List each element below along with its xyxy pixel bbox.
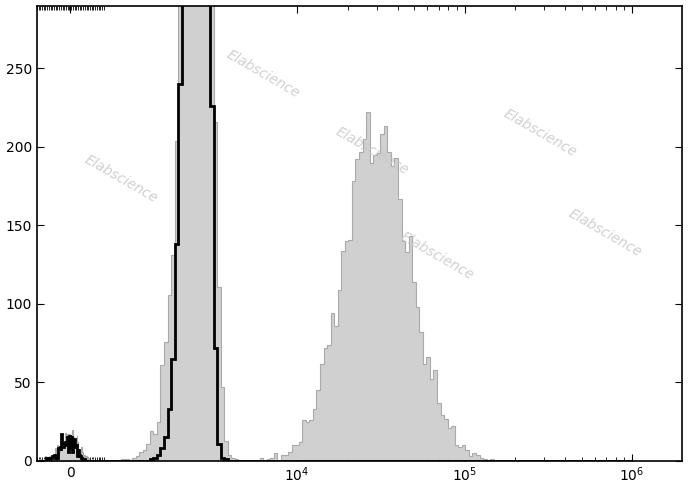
Text: Elabscience: Elabscience <box>398 229 476 283</box>
Text: Elabscience: Elabscience <box>82 152 160 205</box>
Text: Elabscience: Elabscience <box>334 125 411 178</box>
Text: Elabscience: Elabscience <box>566 207 644 260</box>
Polygon shape <box>36 0 632 461</box>
Text: Elabscience: Elabscience <box>502 106 579 160</box>
Text: Elabscience: Elabscience <box>224 48 302 100</box>
